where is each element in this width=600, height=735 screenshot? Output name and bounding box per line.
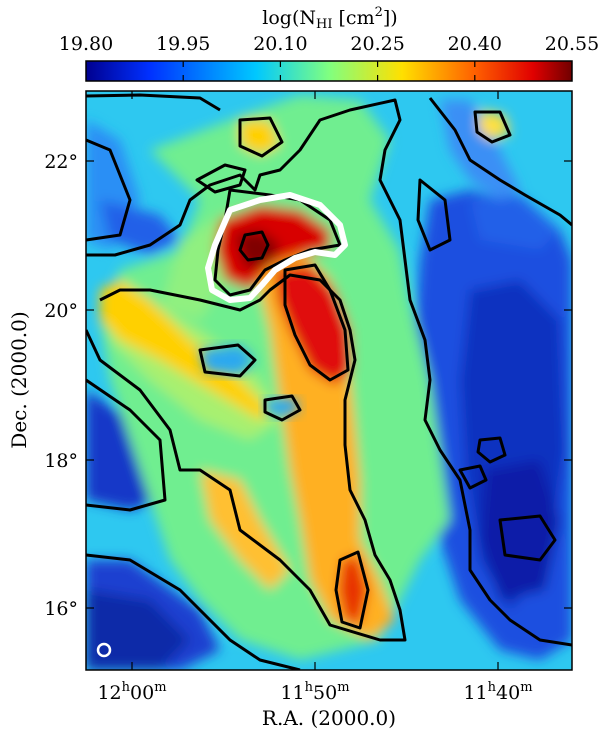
contour [86,378,167,512]
colorbar-tick-marks [182,61,476,81]
colorbar-tick-label: 20.25 [350,33,404,55]
contour [416,178,452,252]
colorbar-gradient [85,60,573,82]
contour-lines [86,93,572,670]
colorbar-tick-label: 20.10 [253,33,307,55]
map-tick-marks [86,91,572,670]
x-tick-label: 12h00m [97,680,166,704]
contour [476,436,507,464]
y-tick-label: 18° [44,450,78,472]
contour [86,138,132,242]
map-panel: 22° 20° 18° 16° 12h00m 11h50m 11h40m R.A. (20… [7,90,573,730]
y-axis-label: Dec. (2000.0) [7,311,31,448]
contour [263,394,302,422]
contour [428,97,572,227]
contour [195,163,247,194]
black-contours [86,93,572,670]
contour [213,188,342,297]
colorbar-tick-label: 20.40 [448,33,502,55]
x-axis-label: R.A. (2000.0) [262,706,396,730]
y-tick-label: 22° [44,151,78,173]
contour [334,550,370,630]
contour [473,110,512,144]
contour [86,98,572,647]
x-tick-labels: 12h00m 11h50m 11h40m [97,680,532,704]
y-tick-label: 20° [44,300,78,322]
contour [86,273,407,642]
contour [86,553,301,670]
map-frame [85,90,573,671]
colorbar: log(NHI [cm2]) 19.80 19.95 20.10 20.25 20.40… [59,5,599,82]
y-tick-labels: 22° 20° 18° 16° [44,151,78,620]
x-tick-label: 11h50m [280,680,349,704]
contour [238,230,270,262]
contour [238,116,284,158]
contour [498,514,557,562]
beam-circle [96,642,112,658]
contour [86,93,221,112]
y-tick-label: 16° [44,598,78,620]
colorbar-tick-labels: 19.80 19.95 20.10 20.25 20.40 20.55 [59,33,599,55]
colorbar-tick-label: 20.55 [545,33,599,55]
contour [283,263,350,382]
contour [198,343,257,378]
colorbar-title: log(NHI [cm2]) [262,5,397,32]
colorbar-tick-label: 19.80 [59,33,113,55]
x-tick-label: 11h40m [463,680,532,704]
column-density-image [86,91,572,670]
white-contour [205,192,348,303]
contour [458,464,488,490]
colorbar-tick-label: 19.95 [156,33,210,55]
